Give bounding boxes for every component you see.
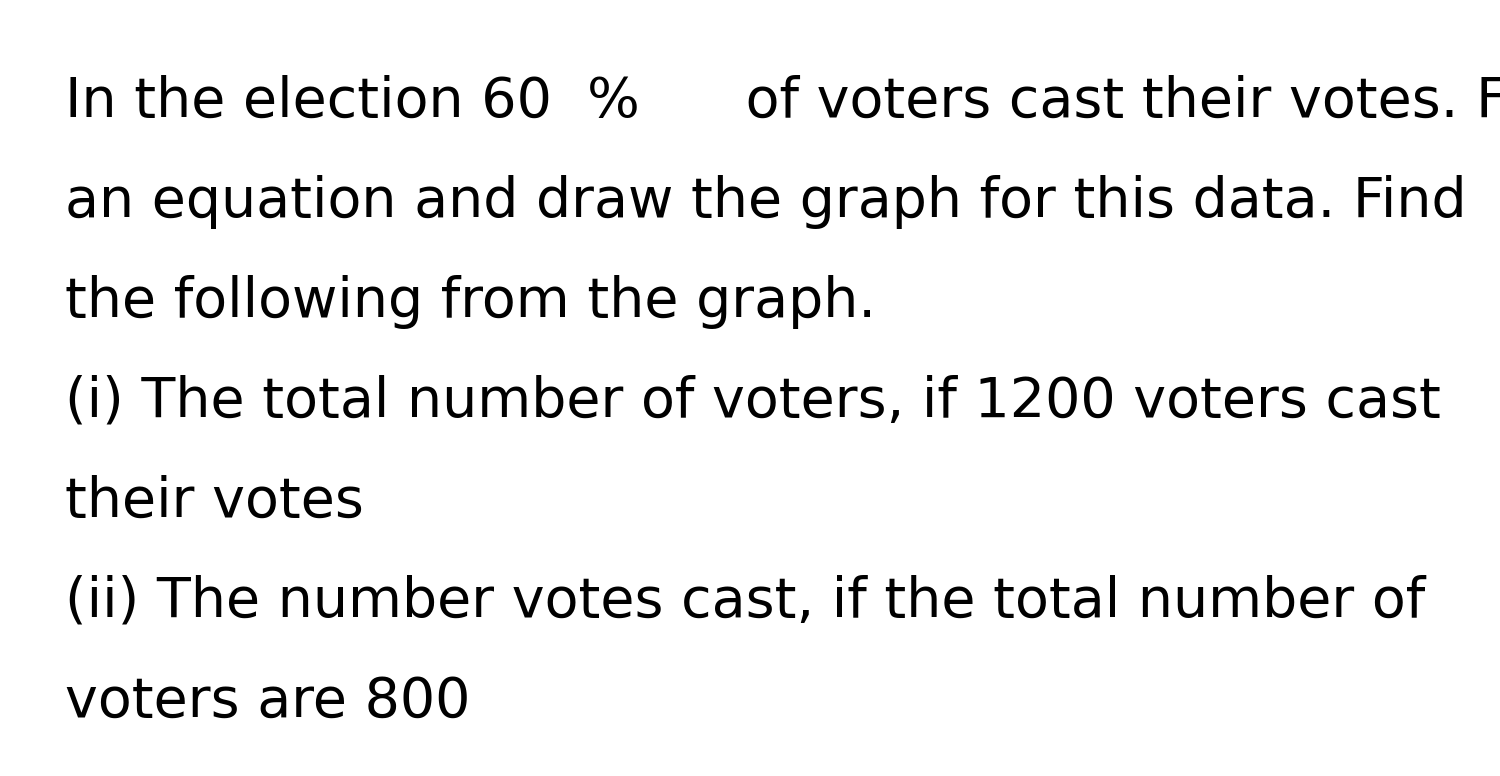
Text: (ii) The number votes cast, if the total number of: (ii) The number votes cast, if the total… — [64, 575, 1425, 629]
Text: the following from the graph.: the following from the graph. — [64, 275, 876, 329]
Text: their votes: their votes — [64, 475, 364, 529]
Text: In the election 60  %      of voters cast their votes. Form: In the election 60 % of voters cast thei… — [64, 75, 1500, 129]
Text: voters are 800: voters are 800 — [64, 675, 471, 729]
Text: (i) The total number of voters, if 1200 voters cast: (i) The total number of voters, if 1200 … — [64, 375, 1442, 429]
Text: an equation and draw the graph for this data. Find: an equation and draw the graph for this … — [64, 175, 1467, 229]
